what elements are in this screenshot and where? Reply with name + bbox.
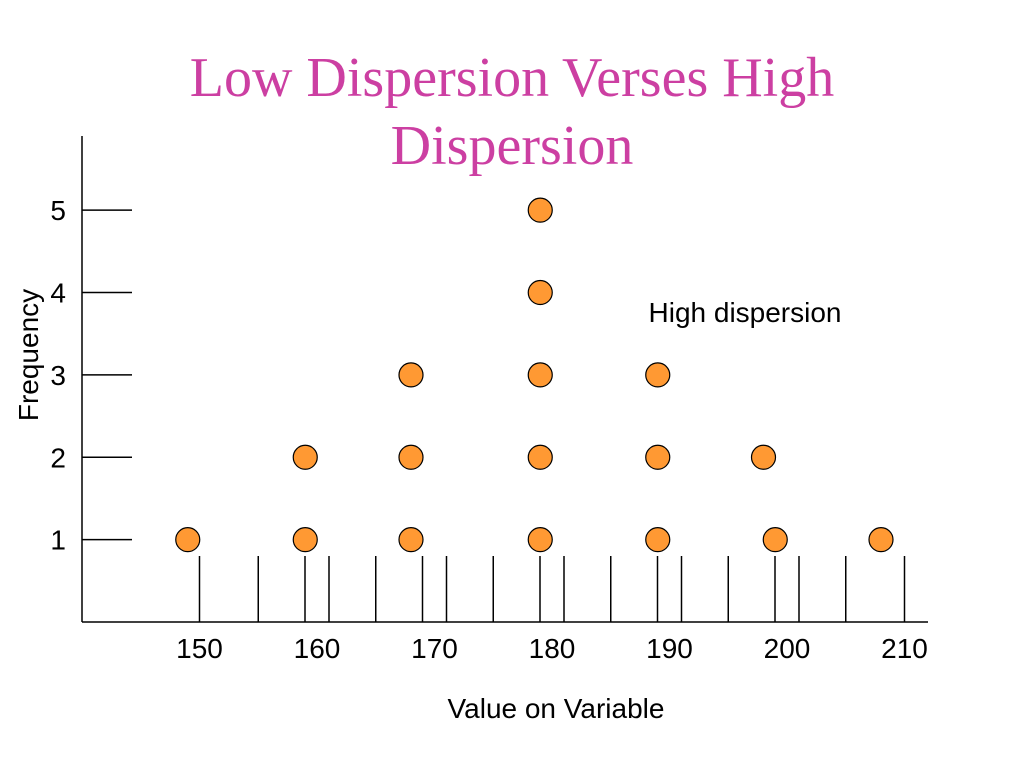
data-points: [175, 197, 894, 553]
data-point-208-1: [868, 527, 894, 553]
tick-marks: [82, 209, 906, 622]
y-tick-label-4: 4: [50, 278, 66, 309]
x-tick-label-180: 180: [529, 633, 576, 664]
data-point-179-1: [527, 527, 553, 553]
data-point-199-1: [762, 527, 788, 553]
data-point-179-3: [527, 362, 553, 388]
tick-labels: 1 2 3 4 5 150 160 170 180 190 200 210: [50, 195, 927, 664]
data-point-189-3: [645, 362, 671, 388]
data-point-168-2: [398, 444, 424, 470]
y-tick-label-2: 2: [50, 442, 66, 473]
data-point-189-2: [645, 444, 671, 470]
x-axis-label: Value on Variable: [448, 693, 665, 724]
y-tick-label-1: 1: [50, 525, 66, 556]
x-tick-label-170: 170: [411, 633, 458, 664]
data-point-168-3: [398, 362, 424, 388]
x-tick-label-210: 210: [881, 633, 928, 664]
data-point-168-1: [398, 527, 424, 553]
data-point-179-4: [527, 279, 553, 306]
y-tick-label-5: 5: [50, 195, 66, 226]
slide-title: Low Dispersion Verses High Dispersion: [189, 47, 835, 177]
x-tick-label-190: 190: [646, 633, 693, 664]
x-tick-label-200: 200: [764, 633, 811, 664]
data-point-159-1: [292, 527, 318, 553]
annotation-high-dispersion: High dispersion: [649, 297, 842, 328]
x-tick-label-150: 150: [176, 633, 223, 664]
data-point-179-5: [527, 197, 553, 223]
x-tick-label-160: 160: [294, 633, 341, 664]
axes: [81, 136, 928, 623]
data-point-149-1: [175, 527, 201, 553]
y-axis-label: Frequency: [13, 289, 44, 421]
data-point-189-1: [645, 527, 671, 553]
data-point-179-2: [527, 444, 553, 470]
data-point-198-2: [750, 444, 777, 470]
y-tick-label-3: 3: [50, 360, 66, 391]
data-point-159-2: [292, 444, 318, 470]
